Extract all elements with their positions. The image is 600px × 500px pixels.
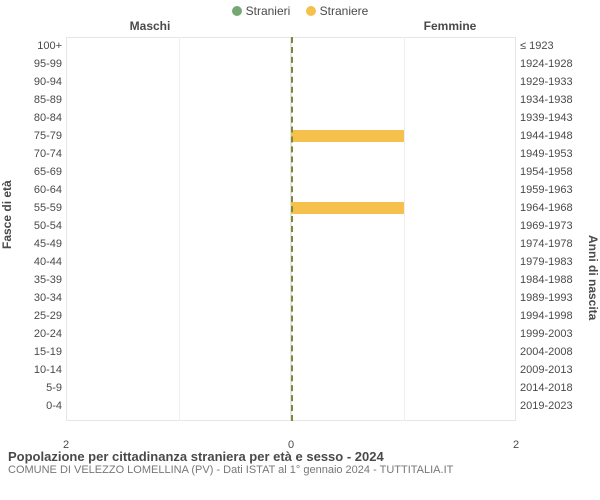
gridline [179, 37, 180, 421]
age-label: 75-79 [18, 127, 62, 145]
age-label: 100+ [18, 37, 62, 55]
dot-icon [232, 6, 242, 16]
bar-female [291, 130, 404, 142]
age-label: 20-24 [18, 325, 62, 343]
age-label: 25-29 [18, 307, 62, 325]
column-headers: Maschi Femmine [0, 19, 600, 37]
birth-label: 1944-1948 [520, 127, 582, 145]
y-axis-right-title: Anni di nascita [586, 235, 600, 249]
age-label: 35-39 [18, 271, 62, 289]
age-label: 65-69 [18, 163, 62, 181]
age-label: 0-4 [18, 397, 62, 415]
age-label: 55-59 [18, 199, 62, 217]
x-tick: 2 [513, 439, 519, 451]
chart-body: Fasce di età Anni di nascita 100+95-9990… [0, 37, 600, 447]
center-axis [291, 37, 293, 421]
chart-title: Popolazione per cittadinanza straniera p… [8, 449, 592, 464]
birth-label: 1989-1993 [520, 289, 582, 307]
birth-label: 1934-1938 [520, 91, 582, 109]
birth-label: 1974-1978 [520, 235, 582, 253]
x-tick: 0 [288, 439, 294, 451]
age-label: 10-14 [18, 361, 62, 379]
legend-item-male: Stranieri [232, 4, 291, 18]
birth-label: 1949-1953 [520, 145, 582, 163]
birth-label: 1994-1998 [520, 307, 582, 325]
birth-label: ≤ 1923 [520, 37, 582, 55]
x-tick: 2 [63, 439, 69, 451]
age-label: 40-44 [18, 253, 62, 271]
age-label: 60-64 [18, 181, 62, 199]
age-label: 85-89 [18, 91, 62, 109]
age-label: 70-74 [18, 145, 62, 163]
birth-label: 1954-1958 [520, 163, 582, 181]
y-axis-left-title: Fasce di età [0, 235, 14, 249]
age-label: 50-54 [18, 217, 62, 235]
bar-female [291, 202, 404, 214]
birth-label: 1979-1983 [520, 253, 582, 271]
header-female: Femmine [300, 19, 600, 33]
birth-label: 1929-1933 [520, 73, 582, 91]
birth-label: 1939-1943 [520, 109, 582, 127]
chart-subtitle: COMUNE DI VELEZZO LOMELLINA (PV) - Dati … [8, 464, 592, 476]
gridline [404, 37, 405, 421]
birth-label: 2009-2013 [520, 361, 582, 379]
birth-label: 2004-2008 [520, 343, 582, 361]
legend-item-female: Straniere [306, 4, 369, 18]
age-labels: 100+95-9990-9485-8980-8475-7970-7465-696… [18, 37, 62, 415]
header-male: Maschi [0, 19, 300, 33]
legend-label-female: Straniere [320, 4, 369, 18]
age-label: 15-19 [18, 343, 62, 361]
age-label: 80-84 [18, 109, 62, 127]
birth-labels: ≤ 19231924-19281929-19331934-19381939-19… [520, 37, 582, 415]
birth-label: 1959-1963 [520, 181, 582, 199]
legend: Stranieri Straniere [0, 0, 600, 19]
birth-label: 1964-1968 [520, 199, 582, 217]
age-label: 90-94 [18, 73, 62, 91]
birth-label: 2019-2023 [520, 397, 582, 415]
age-label: 30-34 [18, 289, 62, 307]
birth-label: 1924-1928 [520, 55, 582, 73]
age-label: 5-9 [18, 379, 62, 397]
footer: Popolazione per cittadinanza straniera p… [0, 447, 600, 476]
age-label: 45-49 [18, 235, 62, 253]
birth-label: 2014-2018 [520, 379, 582, 397]
birth-label: 1969-1973 [520, 217, 582, 235]
birth-label: 1999-2003 [520, 325, 582, 343]
birth-label: 1984-1988 [520, 271, 582, 289]
age-label: 95-99 [18, 55, 62, 73]
dot-icon [306, 6, 316, 16]
plot-area [66, 37, 516, 421]
legend-label-male: Stranieri [246, 4, 291, 18]
